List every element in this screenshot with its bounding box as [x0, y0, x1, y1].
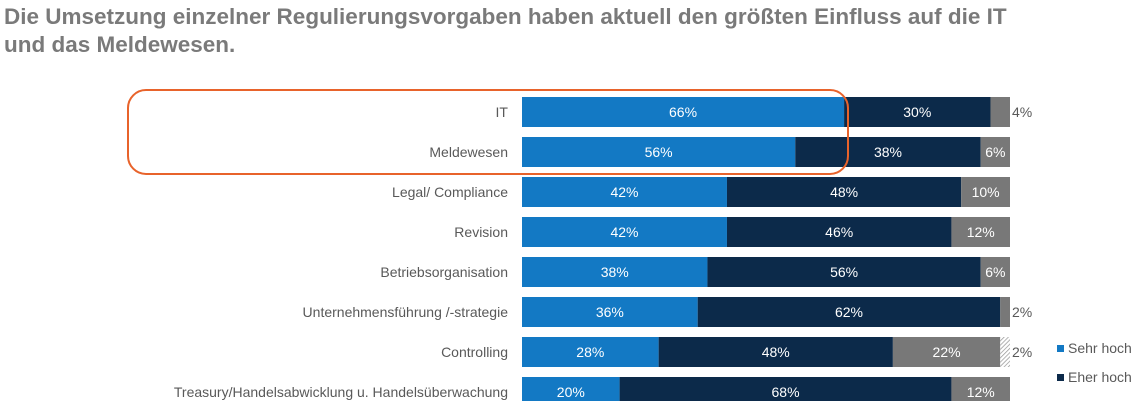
value-label-controlling-1: 28% — [576, 344, 604, 360]
value-label-betriebsorganisation-3: 6% — [985, 264, 1005, 280]
bar-segment-treasury-handelsabwicklung-u-handelsüberwachung-series-3 — [951, 377, 1010, 401]
bar-segment-controlling-eher-hoch — [658, 337, 893, 367]
value-label-revision-1: 42% — [610, 224, 638, 240]
category-label-meldewesen: Meldewesen — [429, 144, 508, 160]
bar-segment-revision-eher-hoch — [726, 217, 952, 247]
legend: Sehr hoch Eher hoch — [1057, 340, 1132, 385]
value-label-controlling-3: 22% — [933, 344, 961, 360]
legend-label-sehr-hoch: Sehr hoch — [1068, 340, 1132, 356]
value-label-it-2: 30% — [903, 104, 931, 120]
bar-area: 66% 30% 4% 56% 38% 6% 42% 48% 10% 42% 46% 12% 38% 56%… — [522, 97, 1032, 401]
value-label-meldewesen-3: 6% — [985, 144, 1005, 160]
bar-segment-controlling-series-3 — [892, 337, 1001, 367]
bar-segment-betriebsorganisation-series-3 — [980, 257, 1010, 287]
value-label-controlling-2: 48% — [762, 344, 790, 360]
chart-title-line-2: und das Meldewesen. — [4, 32, 236, 57]
chart-title-line-1: Die Umsetzung einzelner Regulierungsvorg… — [4, 4, 1007, 29]
bar-segment-meldewesen-series-3 — [980, 137, 1010, 167]
bar-segment-unternehmensführung-strategie-sehr-hoch — [522, 297, 698, 327]
bar-segment-betriebsorganisation-sehr-hoch — [522, 257, 708, 287]
bar-segment-revision-sehr-hoch — [522, 217, 727, 247]
value-label-meldewesen-1: 56% — [645, 144, 673, 160]
chart-title: Die Umsetzung einzelner Regulierungsvorg… — [4, 3, 1140, 59]
bar-segment-it-series-3 — [990, 97, 1010, 127]
legend-label-eher-hoch: Eher hoch — [1068, 369, 1132, 385]
value-label-legal-compliance-1: 42% — [610, 184, 638, 200]
category-label-it: IT — [496, 104, 509, 120]
value-label-betriebsorganisation-1: 38% — [601, 264, 629, 280]
highlight-box — [127, 89, 849, 175]
category-label-unternehmensführung-strategie: Unternehmensführung /-strategie — [303, 304, 509, 320]
highlight-group — [127, 89, 849, 175]
bar-segment-meldewesen-eher-hoch — [795, 137, 981, 167]
category-label-legal-compliance: Legal/ Compliance — [392, 184, 508, 200]
category-label-betriebsorganisation: Betriebsorganisation — [380, 264, 508, 280]
bar-segment-unternehmensführung-strategie-series-3 — [1000, 297, 1010, 327]
bar-segment-legal-compliance-series-3 — [961, 177, 1010, 207]
category-label-treasury-handelsabwicklung-u-handelsüberwachung: Treasury/Handelsabwicklung u. Handelsübe… — [174, 384, 508, 400]
bar-segment-controlling-sehr-hoch — [522, 337, 659, 367]
bar-segment-it-eher-hoch — [844, 97, 991, 127]
value-label-legal-compliance-3: 10% — [972, 184, 1000, 200]
value-label-meldewesen-2: 38% — [874, 144, 902, 160]
value-label-unternehmensführung-strategie-1: 36% — [596, 304, 624, 320]
legend-swatch-sehr-hoch — [1057, 345, 1064, 352]
category-label-controlling: Controlling — [441, 344, 508, 360]
bar-segment-meldewesen-sehr-hoch — [522, 137, 796, 167]
category-label-revision: Revision — [454, 224, 508, 240]
value-label-revision-3: 12% — [967, 224, 995, 240]
value-label-unternehmensführung-strategie-3: 2% — [1012, 304, 1032, 320]
value-label-unternehmensführung-strategie-2: 62% — [835, 304, 863, 320]
value-label-controlling-4: 2% — [1012, 344, 1032, 360]
category-axis-labels: IT Meldewesen Legal/ Compliance Revision Bet… — [174, 104, 509, 400]
value-label-it-1: 66% — [669, 104, 697, 120]
value-label-treasury-handelsabwicklung-u-handelsüberwachung-1: 20% — [557, 384, 585, 400]
bar-segment-it-sehr-hoch — [522, 97, 845, 127]
bar-segment-legal-compliance-sehr-hoch — [522, 177, 727, 207]
value-label-legal-compliance-2: 48% — [830, 184, 858, 200]
legend-swatch-eher-hoch — [1057, 374, 1064, 381]
bar-segment-betriebsorganisation-eher-hoch — [707, 257, 981, 287]
value-label-revision-2: 46% — [825, 224, 853, 240]
bar-segment-legal-compliance-eher-hoch — [726, 177, 962, 207]
bar-segment-treasury-handelsabwicklung-u-handelsüberwachung-sehr-hoch — [522, 377, 620, 401]
bar-segment-revision-series-3 — [951, 217, 1010, 247]
value-label-treasury-handelsabwicklung-u-handelsüberwachung-3: 12% — [967, 384, 995, 400]
bar-segment-controlling-series-4 — [1000, 337, 1010, 367]
value-label-it-3: 4% — [1012, 104, 1032, 120]
value-label-betriebsorganisation-2: 56% — [830, 264, 858, 280]
bar-segment-unternehmensführung-strategie-eher-hoch — [697, 297, 1001, 327]
value-label-treasury-handelsabwicklung-u-handelsüberwachung-2: 68% — [772, 384, 800, 400]
bar-segment-treasury-handelsabwicklung-u-handelsüberwachung-eher-hoch — [619, 377, 952, 401]
